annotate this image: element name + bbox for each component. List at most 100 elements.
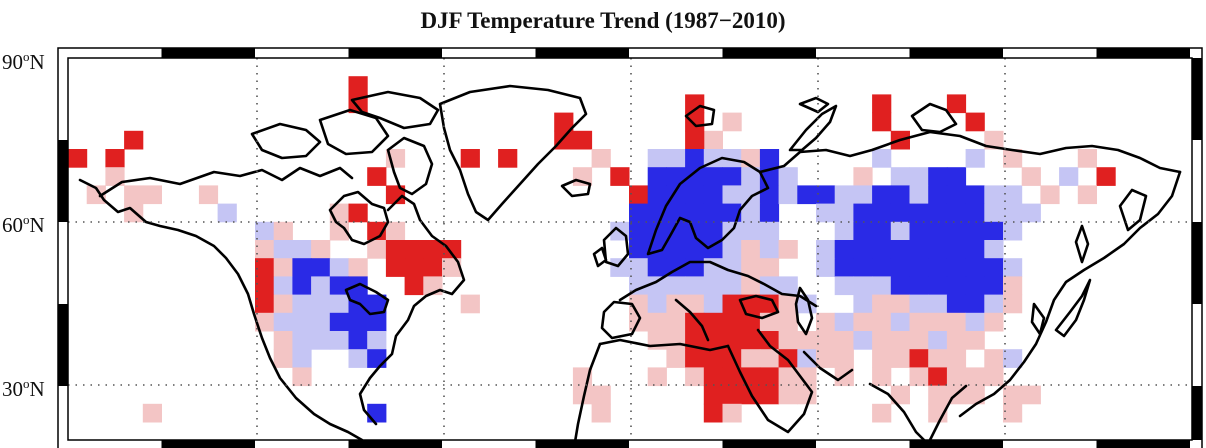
coast-red-sea-arabia <box>726 328 814 434</box>
trend-cell <box>741 185 761 205</box>
trend-cell <box>946 367 967 387</box>
trend-cell <box>292 258 312 277</box>
frame-segment-bottom <box>1096 440 1190 448</box>
trend-cell <box>255 240 275 259</box>
trend-cell <box>703 294 723 314</box>
trend-cell <box>722 312 742 332</box>
trend-cell <box>965 331 985 350</box>
frame-segment-bottom <box>722 440 816 448</box>
frame-segment-top <box>722 48 816 58</box>
trend-cell <box>778 276 798 296</box>
trend-cell <box>703 331 723 350</box>
trend-cell <box>647 185 667 205</box>
trend-cell <box>1077 185 1097 205</box>
trend-cell <box>666 276 686 296</box>
trend-cell <box>124 185 144 205</box>
coast-korea <box>1030 302 1046 336</box>
trend-cell <box>311 331 331 350</box>
trend-cell <box>124 130 144 150</box>
trend-cell <box>685 312 705 332</box>
coast-great-lakes <box>344 282 390 316</box>
coast-severnaya <box>910 102 958 134</box>
frame-segment-top <box>909 48 1003 58</box>
trend-cell <box>984 185 1004 205</box>
frame-segment-right <box>1192 58 1202 140</box>
coast-greenland <box>438 84 588 222</box>
trend-cell <box>647 367 667 387</box>
trend-cell <box>778 367 798 387</box>
trend-cell <box>1077 149 1097 168</box>
trend-cell <box>965 367 985 387</box>
frame-outer-outline <box>57 47 1203 448</box>
trend-cell <box>853 203 873 223</box>
trend-cell <box>909 294 929 314</box>
trend-cell <box>423 240 443 259</box>
trend-cell <box>292 312 312 332</box>
trend-cell <box>946 276 967 296</box>
trend-cell <box>460 149 480 168</box>
trend-cell <box>666 240 686 259</box>
trend-cell <box>666 349 686 368</box>
trend-cell <box>946 221 967 241</box>
trend-cell <box>385 258 406 277</box>
trend-cell <box>442 240 462 259</box>
trend-cell <box>292 240 312 259</box>
trend-cell <box>909 167 929 186</box>
trend-cell <box>741 167 761 186</box>
trend-cell <box>572 385 593 405</box>
trend-cell <box>984 276 1004 296</box>
trend-cell <box>685 240 705 259</box>
trend-cell <box>591 385 611 405</box>
trend-cell <box>1003 258 1023 277</box>
trend-cell <box>722 294 742 314</box>
trend-cell <box>778 167 798 186</box>
trend-cell <box>816 185 836 205</box>
trend-cell <box>329 331 349 350</box>
trend-cell <box>348 312 368 332</box>
trend-cell <box>890 258 910 277</box>
trend-cell <box>404 258 424 277</box>
trend-cell <box>834 203 854 223</box>
trend-cell <box>797 349 817 368</box>
trend-cell <box>778 185 798 205</box>
trend-cell <box>759 149 780 168</box>
trend-cell <box>311 276 331 296</box>
trend-cell <box>404 240 424 259</box>
trend-cell <box>255 221 275 241</box>
trend-cell <box>348 203 368 223</box>
trend-cell <box>853 221 873 241</box>
trend-cell <box>946 185 967 205</box>
coast-japan <box>1054 278 1092 338</box>
trend-cell <box>647 312 667 332</box>
trend-cell <box>778 331 798 350</box>
trend-cell <box>367 167 387 186</box>
trend-cell <box>1003 385 1023 405</box>
trend-cell <box>890 221 910 241</box>
trend-cell <box>498 149 518 168</box>
trend-cell <box>872 294 892 314</box>
coast-arctic-islands-2 <box>318 108 390 156</box>
coast-arctic-islands-1 <box>250 122 322 160</box>
trend-cell <box>1003 149 1023 168</box>
frame-segment-top <box>1096 48 1190 58</box>
coast-east-asia <box>958 170 1182 418</box>
trend-cell <box>741 331 761 350</box>
trend-cell <box>722 167 742 186</box>
trend-cell <box>946 294 967 314</box>
trend-cell <box>629 221 649 241</box>
trend-cell <box>572 130 593 150</box>
trend-cell <box>797 385 817 405</box>
trend-cell <box>946 203 967 223</box>
coast-west-africa <box>572 342 602 448</box>
trend-cell <box>647 149 667 168</box>
coast-north-america-arctic <box>98 166 354 198</box>
trend-cell <box>367 349 387 368</box>
trend-cell <box>685 276 705 296</box>
trend-cell <box>1003 294 1023 314</box>
trend-cell <box>722 385 742 405</box>
trend-cell <box>853 294 873 314</box>
trend-cell <box>759 221 780 241</box>
trend-cell <box>86 185 106 205</box>
trend-cell <box>610 258 630 277</box>
